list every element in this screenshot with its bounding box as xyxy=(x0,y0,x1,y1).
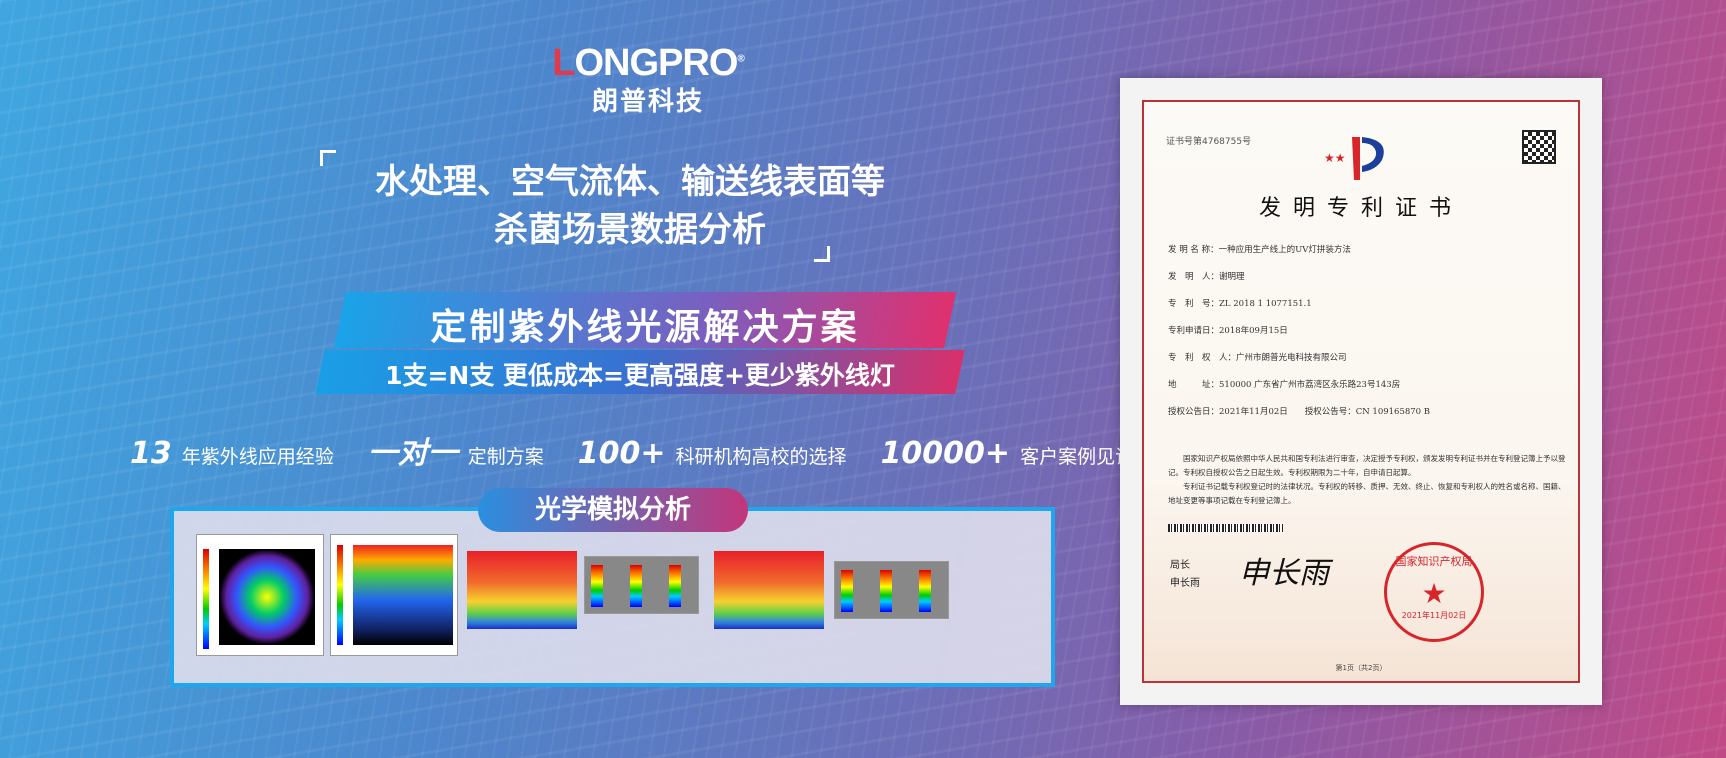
page-number: 第1页（共2页） xyxy=(1335,664,1387,672)
simulation-image xyxy=(467,551,577,629)
barcode xyxy=(1168,524,1283,532)
national-emblem-icon: ★ xyxy=(1421,577,1447,610)
certificate-title: 发明专利证书 xyxy=(1258,196,1463,221)
simulation-image xyxy=(714,551,824,629)
certificate-field: 发 明 人：谢明理 xyxy=(1168,272,1245,282)
solution-subtitle: 1支=N支 更低成本=更高强度+更少紫外线灯 xyxy=(385,361,895,390)
solution-title: 定制紫外线光源解决方案 xyxy=(430,307,860,348)
stat-value: 一对一 xyxy=(367,436,458,471)
svg-text:★★: ★★ xyxy=(1324,151,1346,165)
logo-en: LONGPRO® xyxy=(552,42,745,84)
stat-value: 10000+ xyxy=(880,436,1011,471)
simulation-image xyxy=(330,534,458,656)
cnipa-emblem-icon: ★★ xyxy=(1324,137,1384,180)
certificate-fields: 发 明 名 称：一种应用生产线上的UV灯拼装方法 发 明 人：谢明理 专 利 号… xyxy=(1168,237,1430,426)
signature: 申长雨 xyxy=(1239,556,1329,591)
stat-value: 13 xyxy=(130,436,172,471)
signer-name: 申长雨 xyxy=(1170,578,1200,589)
bracket-close xyxy=(814,246,830,262)
signer: 局长 申长雨 xyxy=(1170,557,1200,593)
certificate-field: 授权公告日：2021年11月02日 授权公告号：CN 109165870 B xyxy=(1168,407,1431,417)
signer-title: 局长 xyxy=(1170,560,1190,571)
simulation-panel xyxy=(170,507,1055,687)
logo: LONGPRO® 朗普科技 xyxy=(548,42,748,118)
logo-cn: 朗普科技 xyxy=(591,87,704,117)
simulation-image xyxy=(196,534,324,656)
certificate-field: 地 址：510000 广东省广州市荔湾区永乐路23号143房 xyxy=(1168,380,1401,390)
simulation-legend xyxy=(584,556,699,614)
stat-label: 客户案例见证 xyxy=(1020,446,1135,468)
stats-row: 13 年紫外线应用经验 一对一 定制方案 100+ 科研机构高校的选择 10000+ 客… xyxy=(130,428,1158,472)
bracket-open xyxy=(320,150,336,166)
simulation-title: 光学模拟分析 xyxy=(478,488,748,532)
seal-text: 国家知识产权局 xyxy=(1395,555,1473,568)
headline: 水处理、空气流体、输送线表面等 杀菌场景数据分析 xyxy=(320,150,940,262)
stat-value: 100+ xyxy=(577,436,666,471)
qr-code xyxy=(1522,130,1556,164)
simulation-legend xyxy=(834,561,949,619)
certificate-number: 证书号第4768755号 xyxy=(1166,137,1252,147)
certificate-paragraph: 专利证书记载专利权登记时的法律状况。专利权的转移、质押、无效、终止、恢复和专利权… xyxy=(1168,482,1566,505)
headline-line1: 水处理、空气流体、输送线表面等 xyxy=(375,162,885,202)
certificate-paragraph: 国家知识产权局依照中华人民共和国专利法进行审查，决定授予专利权，颁发发明专利证书… xyxy=(1168,454,1566,477)
certificate-field: 专利申请日：2018年09月15日 xyxy=(1168,326,1288,336)
certificate-field: 专 利 号：ZL 2018 1 1077151.1 xyxy=(1168,299,1312,309)
official-seal: 国家知识产权局 ★ 2021年11月02日 xyxy=(1384,542,1484,642)
stat-label: 科研机构高校的选择 xyxy=(675,446,847,468)
headline-line2: 杀菌场景数据分析 xyxy=(494,210,766,250)
patent-certificate: 证书号第4768755号 ★★ 发明专利证书 发 明 名 称：一种应用生产线上的… xyxy=(1120,78,1602,705)
certificate-text: 国家知识产权局依照中华人民共和国专利法进行审查，决定授予专利权，颁发发明专利证书… xyxy=(1168,452,1568,508)
seal-date: 2021年11月02日 xyxy=(1401,611,1467,620)
certificate-field: 专 利 权 人：广州市朗普光电科技有限公司 xyxy=(1168,353,1347,363)
certificate-field: 发 明 名 称：一种应用生产线上的UV灯拼装方法 xyxy=(1168,245,1351,255)
stat-label: 年紫外线应用经验 xyxy=(181,446,334,468)
stat-label: 定制方案 xyxy=(467,446,544,468)
